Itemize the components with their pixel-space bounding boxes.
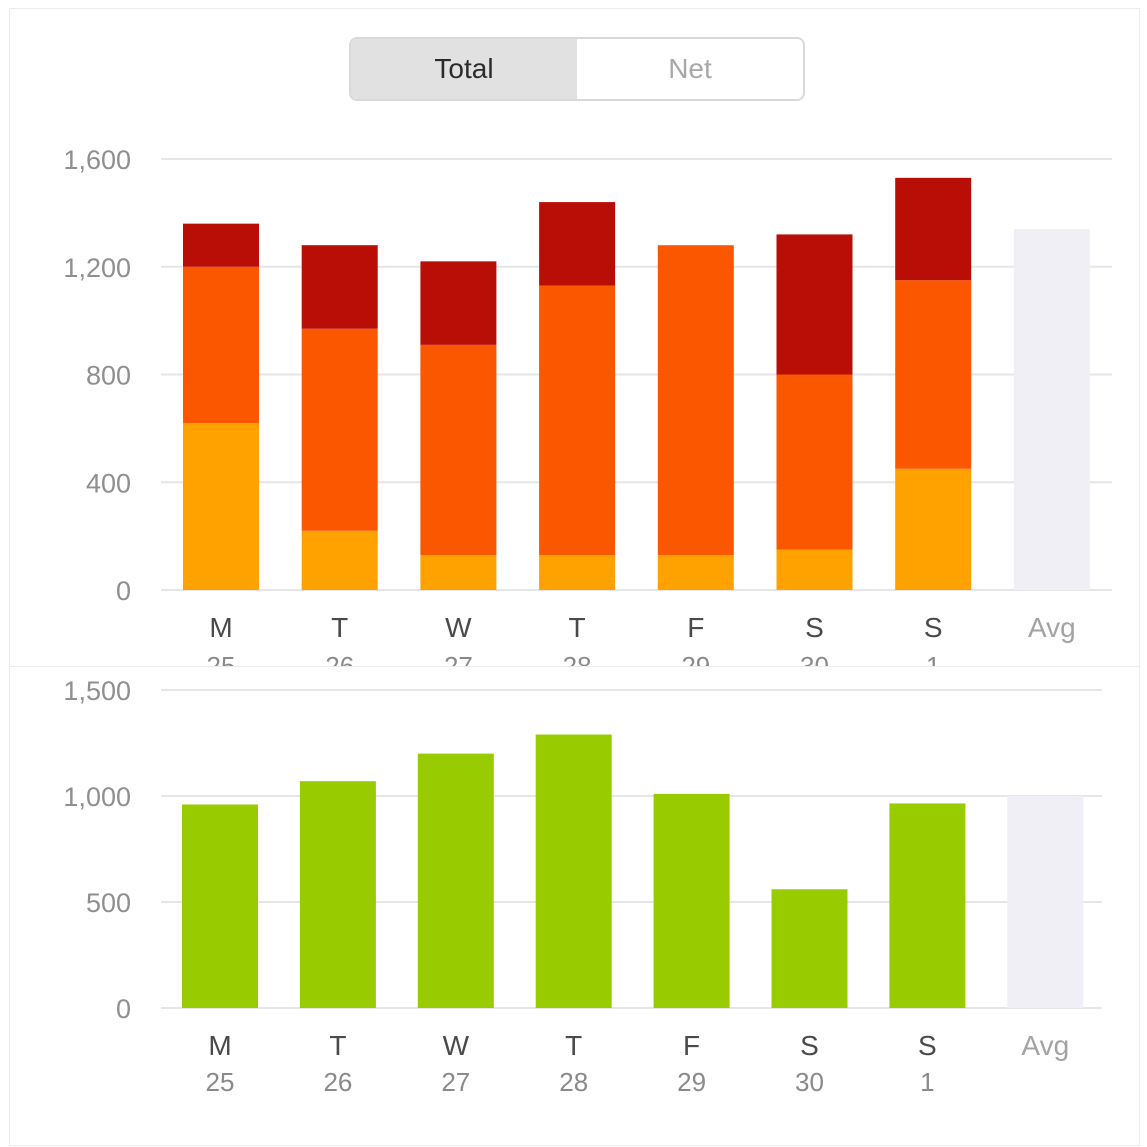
bar-segment bbox=[895, 468, 972, 590]
total-option[interactable]: Total bbox=[351, 39, 577, 99]
x-day-label: F bbox=[687, 612, 704, 643]
bar-chart: 0 500 1,000 1,500 M 25 T 26 W 27 T 28 F 29 S 30 S 1 Avg bbox=[63, 676, 1102, 1097]
x-date-label: 1 bbox=[920, 1067, 934, 1097]
bar-segment bbox=[776, 234, 853, 375]
stacked-bar-chart: 0 400 800 1,200 1,600 M 25 T 26 W 27 T 28 F 29 S 30 S 1 Avg bbox=[63, 145, 1112, 667]
x-day-label: S bbox=[924, 612, 943, 643]
x-date-label: 25 bbox=[206, 1067, 235, 1097]
bar-segment bbox=[420, 344, 497, 555]
y-tick-label: 1,000 bbox=[63, 782, 131, 812]
bar-segment bbox=[183, 266, 259, 423]
x-day-label: F bbox=[683, 1030, 700, 1061]
bar-segment bbox=[657, 245, 734, 555]
bar-segment bbox=[301, 245, 378, 329]
y-tick-label: 0 bbox=[116, 994, 131, 1024]
bar-segment bbox=[182, 804, 258, 1008]
x-day-label: W bbox=[445, 612, 472, 643]
x-date-label: 26 bbox=[325, 651, 354, 667]
bar-segment bbox=[889, 803, 966, 1008]
y-tick-label: 500 bbox=[86, 888, 131, 918]
bar-segment bbox=[535, 734, 612, 1008]
x-day-label: W bbox=[443, 1030, 470, 1061]
green-chart-panel: 0 500 1,000 1,500 M 25 T 26 W 27 T 28 F 29 S 30 S 1 Avg bbox=[9, 666, 1140, 1146]
bar-segment bbox=[539, 285, 616, 555]
bar-segment bbox=[895, 280, 972, 469]
net-option[interactable]: Net bbox=[577, 39, 803, 99]
x-day-label: T bbox=[329, 1030, 346, 1061]
y-tick-label: 1,500 bbox=[63, 676, 131, 706]
x-day-label: S bbox=[800, 1030, 819, 1061]
x-date-label: 25 bbox=[207, 651, 236, 667]
bar-segment bbox=[895, 177, 972, 281]
bar-segment bbox=[776, 374, 853, 550]
x-day-label: T bbox=[565, 1030, 582, 1061]
x-date-label: 28 bbox=[563, 651, 592, 667]
y-tick-label: 400 bbox=[86, 468, 131, 498]
x-day-label: T bbox=[569, 612, 586, 643]
x-date-label: 1 bbox=[926, 651, 940, 667]
x-day-label: S bbox=[918, 1030, 937, 1061]
bar-segment bbox=[301, 328, 378, 531]
bar-segment bbox=[539, 202, 616, 286]
x-date-label: 27 bbox=[441, 1067, 470, 1097]
x-date-label: 26 bbox=[323, 1067, 352, 1097]
y-tick-label: 0 bbox=[116, 576, 131, 606]
bar-segment bbox=[183, 223, 259, 267]
x-day-label: T bbox=[331, 612, 348, 643]
bar-segment bbox=[771, 889, 848, 1008]
x-date-label: 29 bbox=[677, 1067, 706, 1097]
bar-segment bbox=[301, 530, 378, 590]
total-net-toggle[interactable]: Total Net bbox=[349, 37, 805, 101]
avg-label: Avg bbox=[1021, 1030, 1069, 1061]
x-date-label: 30 bbox=[795, 1067, 824, 1097]
x-day-label: M bbox=[208, 1030, 231, 1061]
stacked-chart-panel: Total Net 0 400 800 1,200 1,600 M 25 T 26 W 27 T 28 F… bbox=[9, 8, 1140, 668]
x-date-label: 28 bbox=[559, 1067, 588, 1097]
x-day-label: M bbox=[209, 612, 232, 643]
x-date-label: 27 bbox=[444, 651, 473, 667]
x-day-label: S bbox=[805, 612, 824, 643]
avg-bar bbox=[1007, 796, 1084, 1008]
bar-segment bbox=[539, 554, 616, 590]
bar-segment bbox=[420, 554, 497, 590]
bar-segment bbox=[299, 781, 376, 1008]
y-tick-label: 800 bbox=[86, 361, 131, 391]
bar-segment bbox=[657, 554, 734, 590]
avg-bar bbox=[1013, 229, 1090, 590]
bar-segment bbox=[183, 422, 259, 590]
y-tick-label: 1,200 bbox=[63, 253, 131, 283]
bar-segment bbox=[420, 261, 497, 345]
x-date-label: 29 bbox=[681, 651, 710, 667]
bar-segment bbox=[776, 549, 853, 590]
bar-segment bbox=[417, 753, 494, 1008]
x-date-label: 30 bbox=[800, 651, 829, 667]
y-tick-label: 1,600 bbox=[63, 145, 131, 175]
avg-label: Avg bbox=[1028, 612, 1076, 643]
bar-segment bbox=[653, 793, 730, 1008]
